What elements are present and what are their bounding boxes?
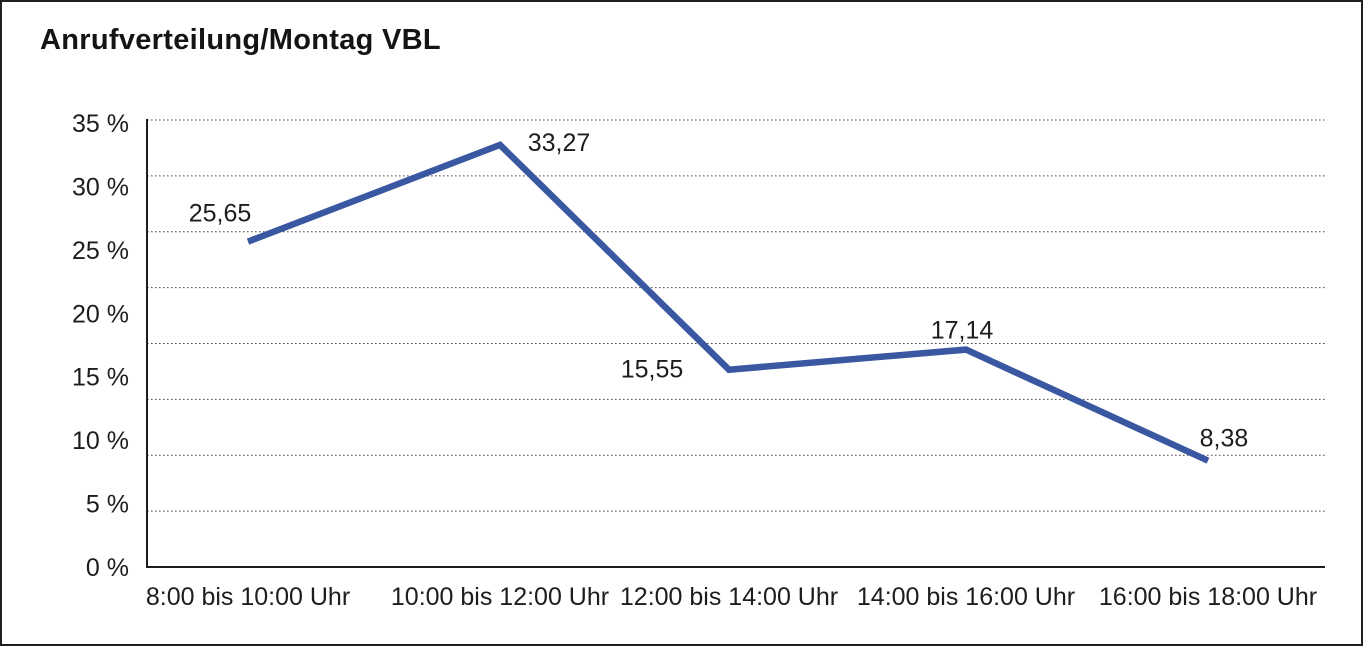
x-tick-label: 14:00 bis 16:00 Uhr [857, 583, 1075, 611]
x-tick-label: 8:00 bis 10:00 Uhr [146, 583, 350, 611]
data-point-label: 33,27 [528, 129, 591, 157]
data-point-label: 8,38 [1200, 425, 1249, 453]
data-point-label: 15,55 [621, 356, 684, 384]
y-tick-label: 20 % [72, 300, 129, 328]
y-tick-label: 5 % [86, 491, 129, 519]
x-tick-label: 10:00 bis 12:00 Uhr [391, 583, 609, 611]
x-tick-label: 12:00 bis 14:00 Uhr [620, 583, 838, 611]
y-tick-label: 0 % [86, 554, 129, 582]
data-point-label: 25,65 [189, 200, 252, 228]
data-line [246, 141, 1210, 464]
y-tick-label: 10 % [72, 427, 129, 455]
data-point-label: 17,14 [931, 317, 994, 345]
x-tick-label: 16:00 bis 18:00 Uhr [1099, 583, 1317, 611]
y-tick-label: 25 % [72, 237, 129, 265]
y-tick-label: 35 % [72, 110, 129, 138]
y-tick-label: 15 % [72, 364, 129, 392]
y-tick-label: 30 % [72, 173, 129, 201]
chart-title: Anrufverteilung/Montag VBL [40, 24, 441, 56]
